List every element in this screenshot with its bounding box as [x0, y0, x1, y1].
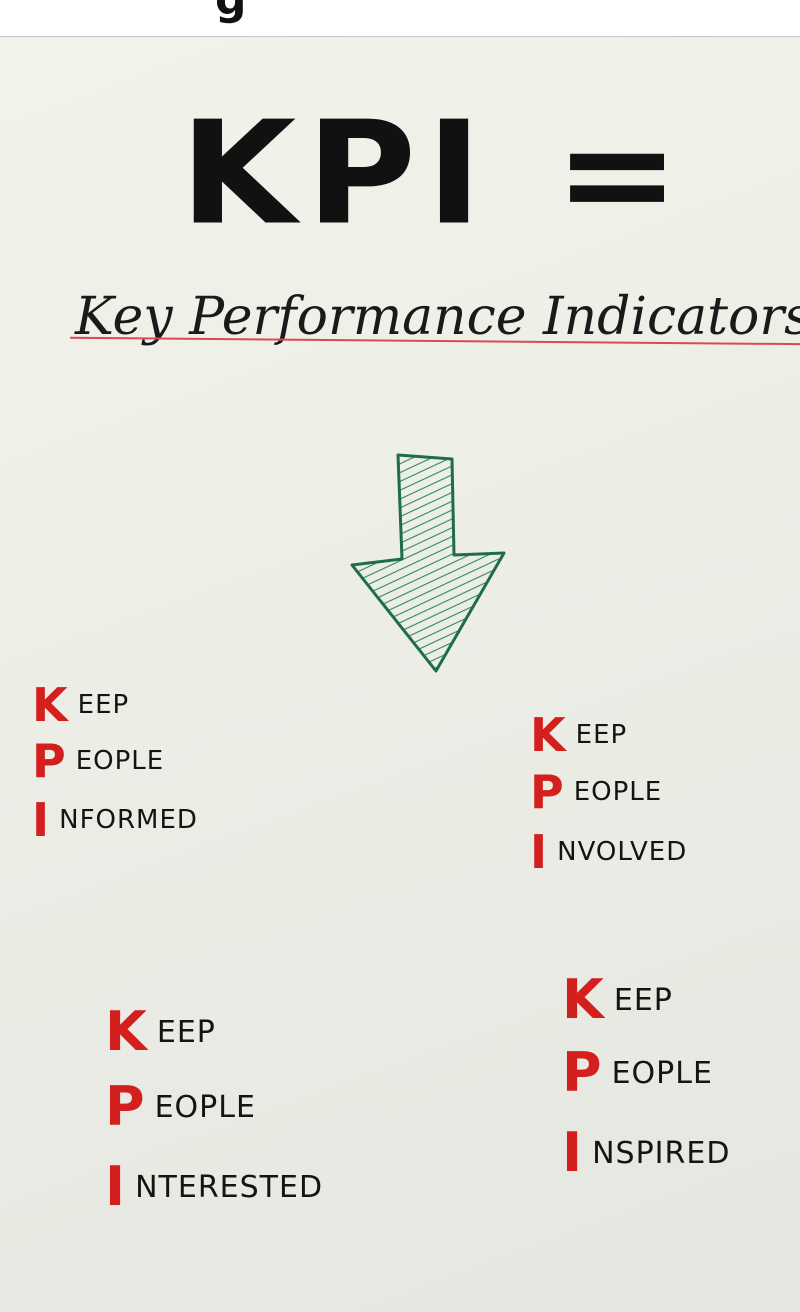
kpi-word: NSPIRED: [592, 1135, 731, 1171]
kpi-word: EOPLE: [154, 1089, 256, 1125]
kpi-row: K EEP: [530, 707, 687, 763]
kpi-row: I NSPIRED: [562, 1113, 730, 1193]
kpi-row: I NFORMED: [32, 789, 198, 851]
kpi-letter-k: K: [562, 968, 604, 1031]
kpi-word: EOPLE: [75, 746, 165, 776]
kpi-row: P EOPLE: [32, 733, 198, 789]
kpi-letter-i: I: [32, 793, 50, 847]
kpi-block-interested: K EEP P EOPLE I NTERESTED: [105, 997, 323, 1227]
poster-title: KPI =: [180, 91, 690, 257]
kpi-row: P EOPLE: [530, 763, 687, 821]
kpi-block-inspired: K EEP P EOPLE I NSPIRED: [562, 967, 730, 1193]
kpi-word: EEP: [613, 982, 673, 1018]
kpi-block-informed: K EEP P EOPLE I NFORMED: [32, 677, 198, 851]
kpi-word: EOPLE: [611, 1055, 713, 1091]
kpi-word: NTERESTED: [135, 1169, 324, 1205]
kpi-letter-k: K: [32, 678, 68, 732]
kpi-letter-k: K: [530, 708, 566, 762]
kpi-letter-p: P: [32, 734, 66, 788]
kpi-row: P EOPLE: [562, 1033, 730, 1113]
kpi-word: EEP: [77, 690, 130, 720]
kpi-word: EEP: [156, 1014, 216, 1050]
top-strip: g: [0, 0, 800, 36]
cropped-heading: g: [215, 0, 247, 25]
kpi-letter-p: P: [530, 765, 564, 819]
kpi-row: K EEP: [105, 997, 323, 1067]
kpi-poster: KPI = Key Performance Indicators K EEP P…: [0, 36, 800, 1312]
kpi-letter-p: P: [105, 1075, 145, 1138]
kpi-word: NVOLVED: [557, 837, 688, 867]
kpi-letter-i: I: [530, 825, 548, 879]
kpi-row: K EEP: [562, 967, 730, 1033]
kpi-word: NFORMED: [59, 805, 198, 835]
kpi-word: EEP: [575, 720, 628, 750]
kpi-letter-i: I: [562, 1121, 583, 1184]
down-arrow-icon: [340, 447, 510, 681]
kpi-letter-p: P: [562, 1041, 602, 1104]
kpi-block-involved: K EEP P EOPLE I NVOLVED: [530, 707, 687, 883]
kpi-row: P EOPLE: [105, 1067, 323, 1147]
kpi-letter-i: I: [105, 1155, 126, 1218]
kpi-letter-k: K: [105, 1000, 147, 1063]
kpi-row: I NVOLVED: [530, 821, 687, 883]
kpi-word: EOPLE: [573, 777, 663, 807]
kpi-row: K EEP: [32, 677, 198, 733]
kpi-row: I NTERESTED: [105, 1147, 323, 1227]
